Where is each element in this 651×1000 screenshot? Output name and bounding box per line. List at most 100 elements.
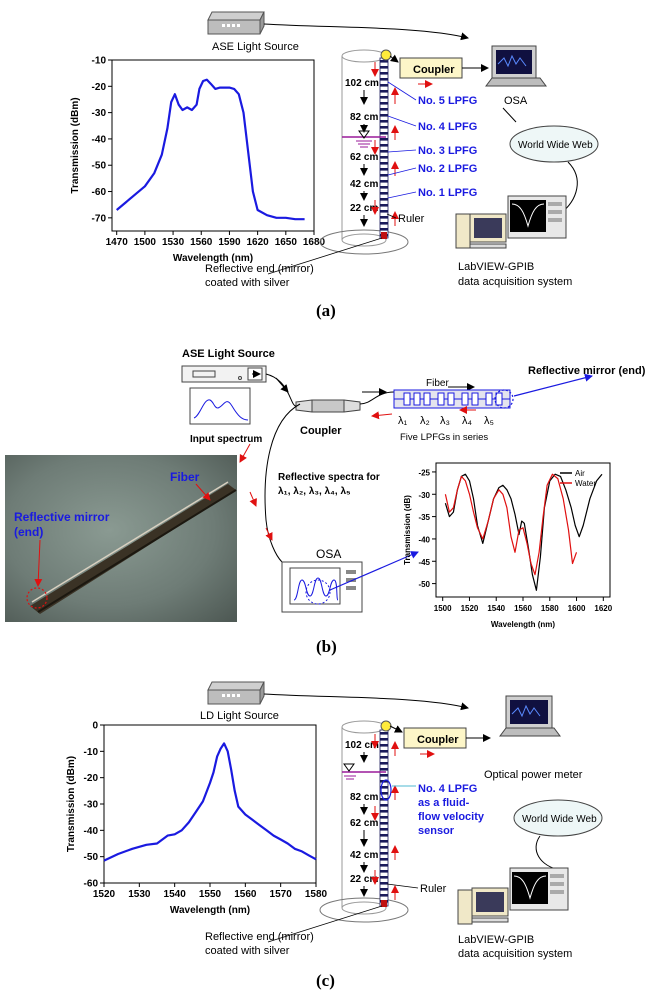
mirror-label-line2-a: coated with silver [205, 277, 290, 289]
lambda-1: λ₁ [398, 415, 408, 427]
panel-label-c: (c) [316, 971, 335, 990]
photo-mirror-label-line1: Reflective mirror [14, 510, 110, 524]
y-tick-label: -60 [92, 187, 107, 198]
x-axis-label: Wavelength (nm) [491, 620, 555, 629]
x-tick-label: 1540 [164, 889, 187, 900]
x-axis-label: Wavelength (nm) [170, 905, 250, 916]
coupler-label-a: Coupler [413, 64, 455, 76]
panel-a: ASE Light Source 1470 1500 1530 1560 1590 162… [70, 11, 599, 320]
lambda-3: λ₃ [440, 415, 450, 427]
x-tick-label: 1520 [461, 604, 479, 613]
y-tick-label: -50 [92, 161, 107, 172]
water-level-marker-c [342, 763, 386, 780]
x-tick-label: 1560 [234, 889, 257, 900]
depth-label-102: 102 cm [345, 78, 379, 89]
osa-label-b: OSA [316, 547, 341, 561]
water-level-marker [342, 130, 386, 148]
daq-label-line1-c: LabVIEW-GPIB [458, 934, 534, 946]
mirror-label-b: Reflective mirror (end) [528, 365, 646, 377]
x-tick-label: 1570 [270, 889, 293, 900]
y-tick-label: -60 [84, 879, 99, 890]
lpfg-2-label: No. 2 LPFG [418, 163, 477, 175]
daq-label-line2-a: data acquisition system [458, 276, 572, 288]
x-tick-label: 1580 [305, 889, 328, 900]
x-tick-label: 1530 [128, 889, 151, 900]
ld-light-source-device [207, 681, 265, 705]
spectra-label-line1: Reflective spectra for [278, 472, 380, 483]
y-tick-label: -40 [92, 134, 107, 145]
fiber-label-b: Fiber [426, 378, 449, 389]
y-tick-label: -10 [84, 747, 99, 758]
lpfg-5-label: No. 5 LPFG [418, 95, 477, 107]
x-tick-label: 1500 [134, 237, 157, 248]
x-tick-label: 1560 [514, 604, 532, 613]
source-fiber [263, 23, 469, 41]
fiber-spool [380, 49, 392, 61]
daq-computer-c [457, 867, 569, 925]
x-tick-label: 1680 [303, 237, 326, 248]
y-tick-label: -30 [92, 108, 107, 119]
y-axis-label: Transmission (dBm) [70, 97, 81, 193]
lambda-5: λ₅ [484, 415, 494, 427]
panel-c: LD Light Source 1520 1530 1540 1550 1560 1570… [66, 681, 603, 990]
mirror-end [381, 232, 387, 239]
www-bubble-a [509, 125, 599, 163]
ase-source-label: ASE Light Source [212, 41, 299, 53]
sensor-label-line2: as a fluid- [418, 797, 470, 809]
series-line-air [444, 473, 603, 591]
daq-computer-a [455, 195, 567, 249]
ase-light-source-device [207, 11, 265, 35]
fiber-photo [5, 455, 237, 622]
ruler-label-a: Ruler [398, 213, 425, 225]
ruler-scale-c [379, 729, 389, 907]
input-spectrum-label: Input spectrum [190, 434, 262, 445]
y-tick-label: -35 [418, 513, 430, 522]
legend-label-water: Water [575, 479, 596, 488]
x-axis-label: Wavelength (nm) [173, 253, 253, 264]
x-tick-label: 1530 [162, 237, 185, 248]
y-tick-label: -30 [418, 491, 430, 500]
x-tick-label: 1620 [247, 237, 270, 248]
lpfg-series-label: Five LPFGs in series [400, 432, 488, 443]
series-line-water [444, 473, 578, 576]
y-tick-label: -25 [418, 468, 430, 477]
www-bubble-c [513, 799, 603, 837]
lpfg-series-fiber [393, 389, 511, 409]
y-tick-label: -50 [84, 852, 99, 863]
ruler-label-c: Ruler [420, 883, 447, 895]
y-tick-label: -40 [418, 535, 430, 544]
mirror-label-line1-c: Reflective end (mirror) [205, 931, 314, 943]
x-tick-label: 1650 [275, 237, 298, 248]
sensor-label-line4: sensor [418, 825, 455, 837]
x-tick-label: 1520 [93, 889, 116, 900]
lambda-2: λ₂ [420, 415, 430, 427]
spectra-label-line2: λ₁, λ₂, λ₃, λ₄, λ₅ [278, 486, 351, 497]
x-tick-label: 1590 [218, 237, 241, 248]
mirror-end-c [381, 900, 387, 907]
osa-laptop [485, 45, 547, 87]
depth-label-62: 62 cm [350, 152, 378, 163]
lpfg-3-label: No. 3 LPFG [418, 145, 477, 157]
x-tick-label: 1470 [106, 237, 129, 248]
photo-fiber-label: Fiber [170, 470, 200, 484]
coupler-b [295, 399, 361, 413]
coupler-label-b: Coupler [300, 425, 342, 437]
depth-label-102-c: 102 cm [345, 740, 379, 751]
x-tick-label: 1540 [487, 604, 505, 613]
depth-label-22-c: 22 cm [350, 874, 378, 885]
plot-frame [111, 59, 315, 232]
depth-label-62-c: 62 cm [350, 818, 378, 829]
power-meter-laptop [499, 695, 561, 737]
photo-mirror-label-line2: (end) [14, 525, 43, 539]
ase-source-box-b [181, 365, 267, 383]
y-axis-label: Transmission (dB) [403, 495, 412, 565]
x-tick-label: 1500 [434, 604, 452, 613]
daq-label-line1-a: LabVIEW-GPIB [458, 261, 534, 273]
depth-label-42: 42 cm [350, 179, 378, 190]
y-tick-label: -30 [84, 800, 99, 811]
lambda-4: λ₄ [462, 415, 473, 427]
y-tick-label: -10 [92, 56, 107, 67]
mirror-label-line1-a: Reflective end (mirror) [205, 263, 314, 275]
input-spectrum-curve [193, 399, 249, 421]
panel-b: ASE Light Source Input spectrum Coupler … [5, 348, 646, 656]
